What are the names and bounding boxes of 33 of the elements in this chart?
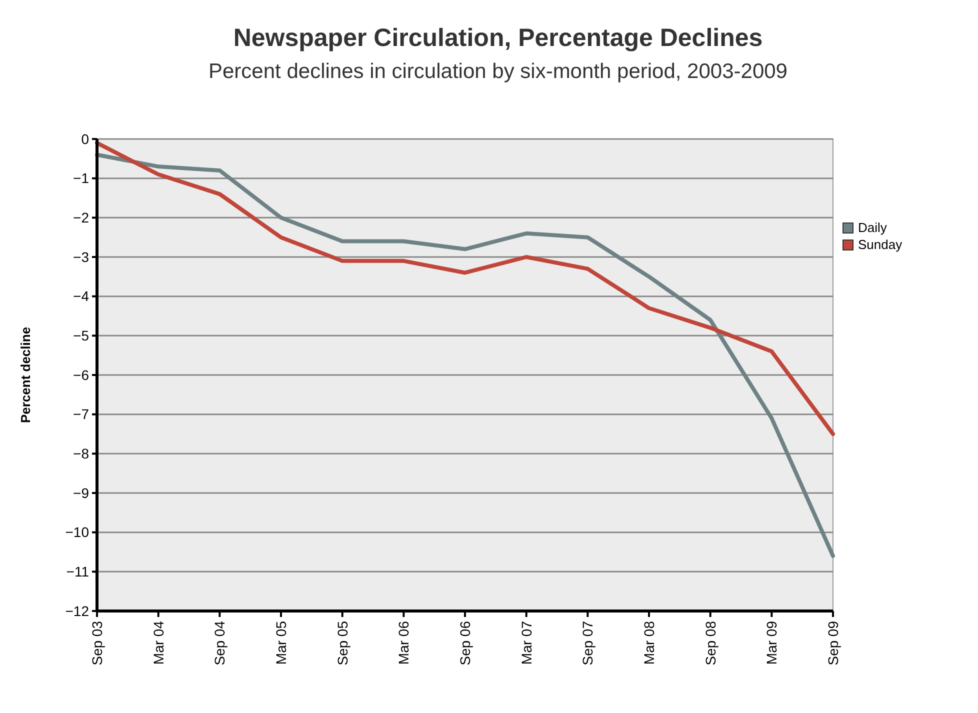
- x-tick-label: Sep 07: [580, 620, 596, 666]
- y-tick-label: −3: [73, 248, 90, 265]
- y-tick-label: −5: [73, 328, 90, 344]
- x-tick-label: Mar 05: [273, 620, 289, 665]
- y-tick-label: −2: [73, 210, 90, 226]
- line-series: [95, 140, 835, 436]
- chart-title: Newspaper Circulation, Percentage Declines: [233, 24, 763, 52]
- x-tick-label: Sep 08: [702, 620, 718, 666]
- y-tick-label: −12: [65, 602, 90, 619]
- x-tick-label: Mar 09: [764, 620, 780, 665]
- y-tick-label: −1: [73, 170, 90, 186]
- x-tick-label: Sep 03: [89, 620, 105, 666]
- x-tick-label: Mar 08: [641, 620, 657, 665]
- x-tick-label: Sep 04: [212, 620, 228, 666]
- legend-label: Sunday: [858, 237, 903, 252]
- y-tick-label: −11: [66, 564, 90, 580]
- x-tick-label: Mar 07: [518, 620, 534, 665]
- legend-label: Daily: [858, 220, 888, 235]
- y-tick-label: −6: [73, 366, 90, 383]
- y-tick-label: −7: [73, 406, 90, 422]
- x-tick-label: Sep 09: [825, 620, 841, 666]
- x-tick-label: Mar 06: [396, 620, 412, 665]
- chart-subtitle: Percent declines in circulation by six-month period, 2003-2009: [208, 60, 788, 83]
- y-axis-title: Percent decline: [18, 326, 33, 424]
- y-tick-label: 0: [81, 130, 90, 147]
- y-tick-label: −9: [73, 484, 90, 501]
- line-series: [95, 152, 835, 558]
- y-tick-label: −4: [73, 288, 90, 304]
- x-tick-label: Mar 04: [150, 620, 166, 665]
- y-tick-label: −8: [73, 446, 90, 462]
- x-tick-label: Sep 06: [457, 620, 473, 666]
- y-tick-label: −10: [65, 524, 90, 540]
- x-tick-label: Sep 05: [334, 620, 350, 666]
